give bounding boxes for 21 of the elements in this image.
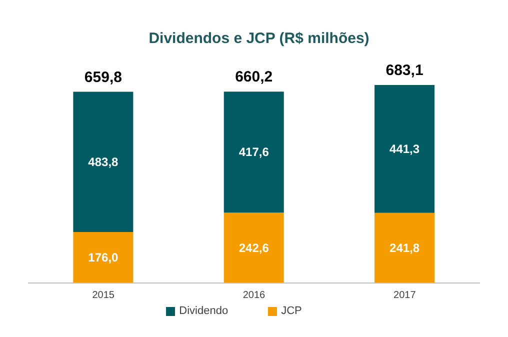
chart-title: Dividendos e JCP (R$ milhões) [148, 29, 370, 47]
data-label: 176,0 [88, 250, 119, 264]
bar [374, 85, 435, 213]
data-label: 483,8 [88, 154, 119, 169]
bar [73, 92, 134, 232]
total-label: 683,1 [386, 62, 424, 79]
data-label: 241,8 [390, 240, 420, 255]
legend-label: Dividendo [179, 305, 228, 317]
bar [224, 212, 284, 283]
total-label: 660,2 [235, 68, 273, 86]
data-label: 441,3 [390, 142, 420, 156]
x-tick-label: 2016 [242, 290, 266, 302]
data-label: 242,6 [238, 240, 270, 255]
legend-label: JCP [281, 305, 302, 317]
x-tick-label: 2017 [394, 290, 416, 302]
x-tick-label: 2015 [92, 290, 115, 302]
bar [374, 212, 435, 283]
bar [224, 92, 284, 213]
data-label: 417,6 [238, 145, 270, 160]
bar [73, 232, 134, 283]
total-label: 659,8 [84, 68, 122, 86]
